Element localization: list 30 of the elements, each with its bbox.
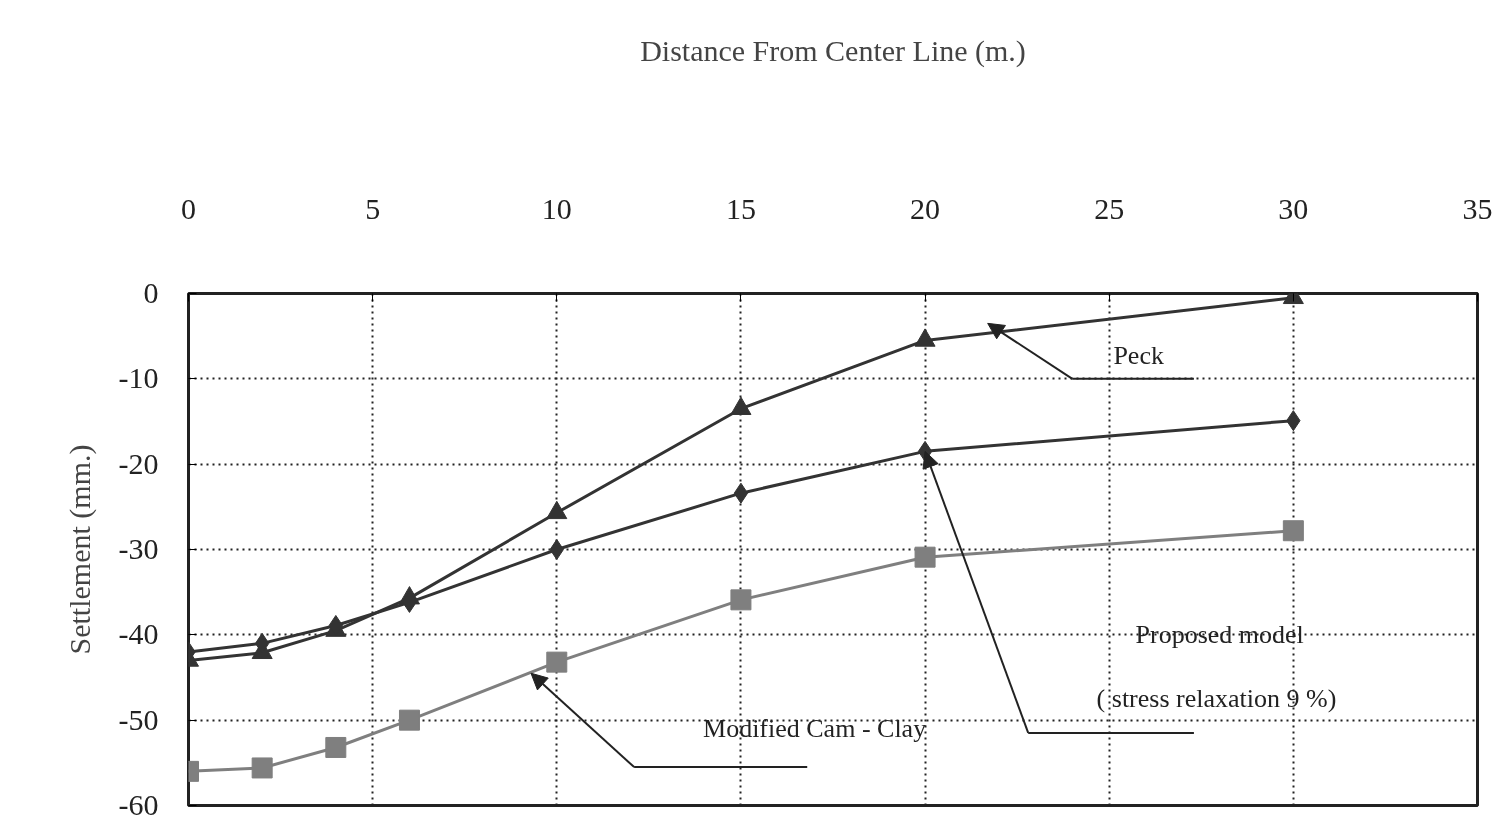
x-tick-label: 25 xyxy=(1094,191,1125,225)
point xyxy=(251,757,273,779)
annotation: Modified Cam - Clay xyxy=(703,714,927,744)
point xyxy=(546,651,568,673)
y-tick-label: -60 xyxy=(118,788,159,821)
point xyxy=(733,482,749,504)
x-tick-label: 35 xyxy=(1462,191,1493,225)
point xyxy=(398,709,420,731)
point xyxy=(1282,520,1304,542)
y-tick-label: 0 xyxy=(143,276,159,309)
annotation: Peck xyxy=(1113,341,1164,371)
y-tick-label: -50 xyxy=(118,702,159,736)
x-tick-label: 5 xyxy=(365,191,381,225)
y-tick-label: -40 xyxy=(118,617,159,651)
x-tick-label: 30 xyxy=(1278,191,1309,225)
x-tick-label: 0 xyxy=(181,191,196,225)
y-tick-label: -20 xyxy=(118,446,159,480)
x-tick-label: 20 xyxy=(910,191,941,225)
point xyxy=(914,546,936,568)
x-tick-label: 15 xyxy=(725,191,756,225)
point xyxy=(549,539,564,560)
x-axis-title: Distance From Center Line (m.) xyxy=(640,33,1026,68)
point xyxy=(730,589,752,611)
x-tick-label: 10 xyxy=(541,191,572,225)
annotation: ( stress relaxation 9 %) xyxy=(1096,684,1337,714)
y-tick-label: -30 xyxy=(118,532,159,565)
point xyxy=(325,736,347,758)
annotation: Proposed model xyxy=(1135,620,1304,650)
y-tick-label: -10 xyxy=(118,361,159,395)
y-axis-title: Settlement (mm.) xyxy=(62,444,97,655)
